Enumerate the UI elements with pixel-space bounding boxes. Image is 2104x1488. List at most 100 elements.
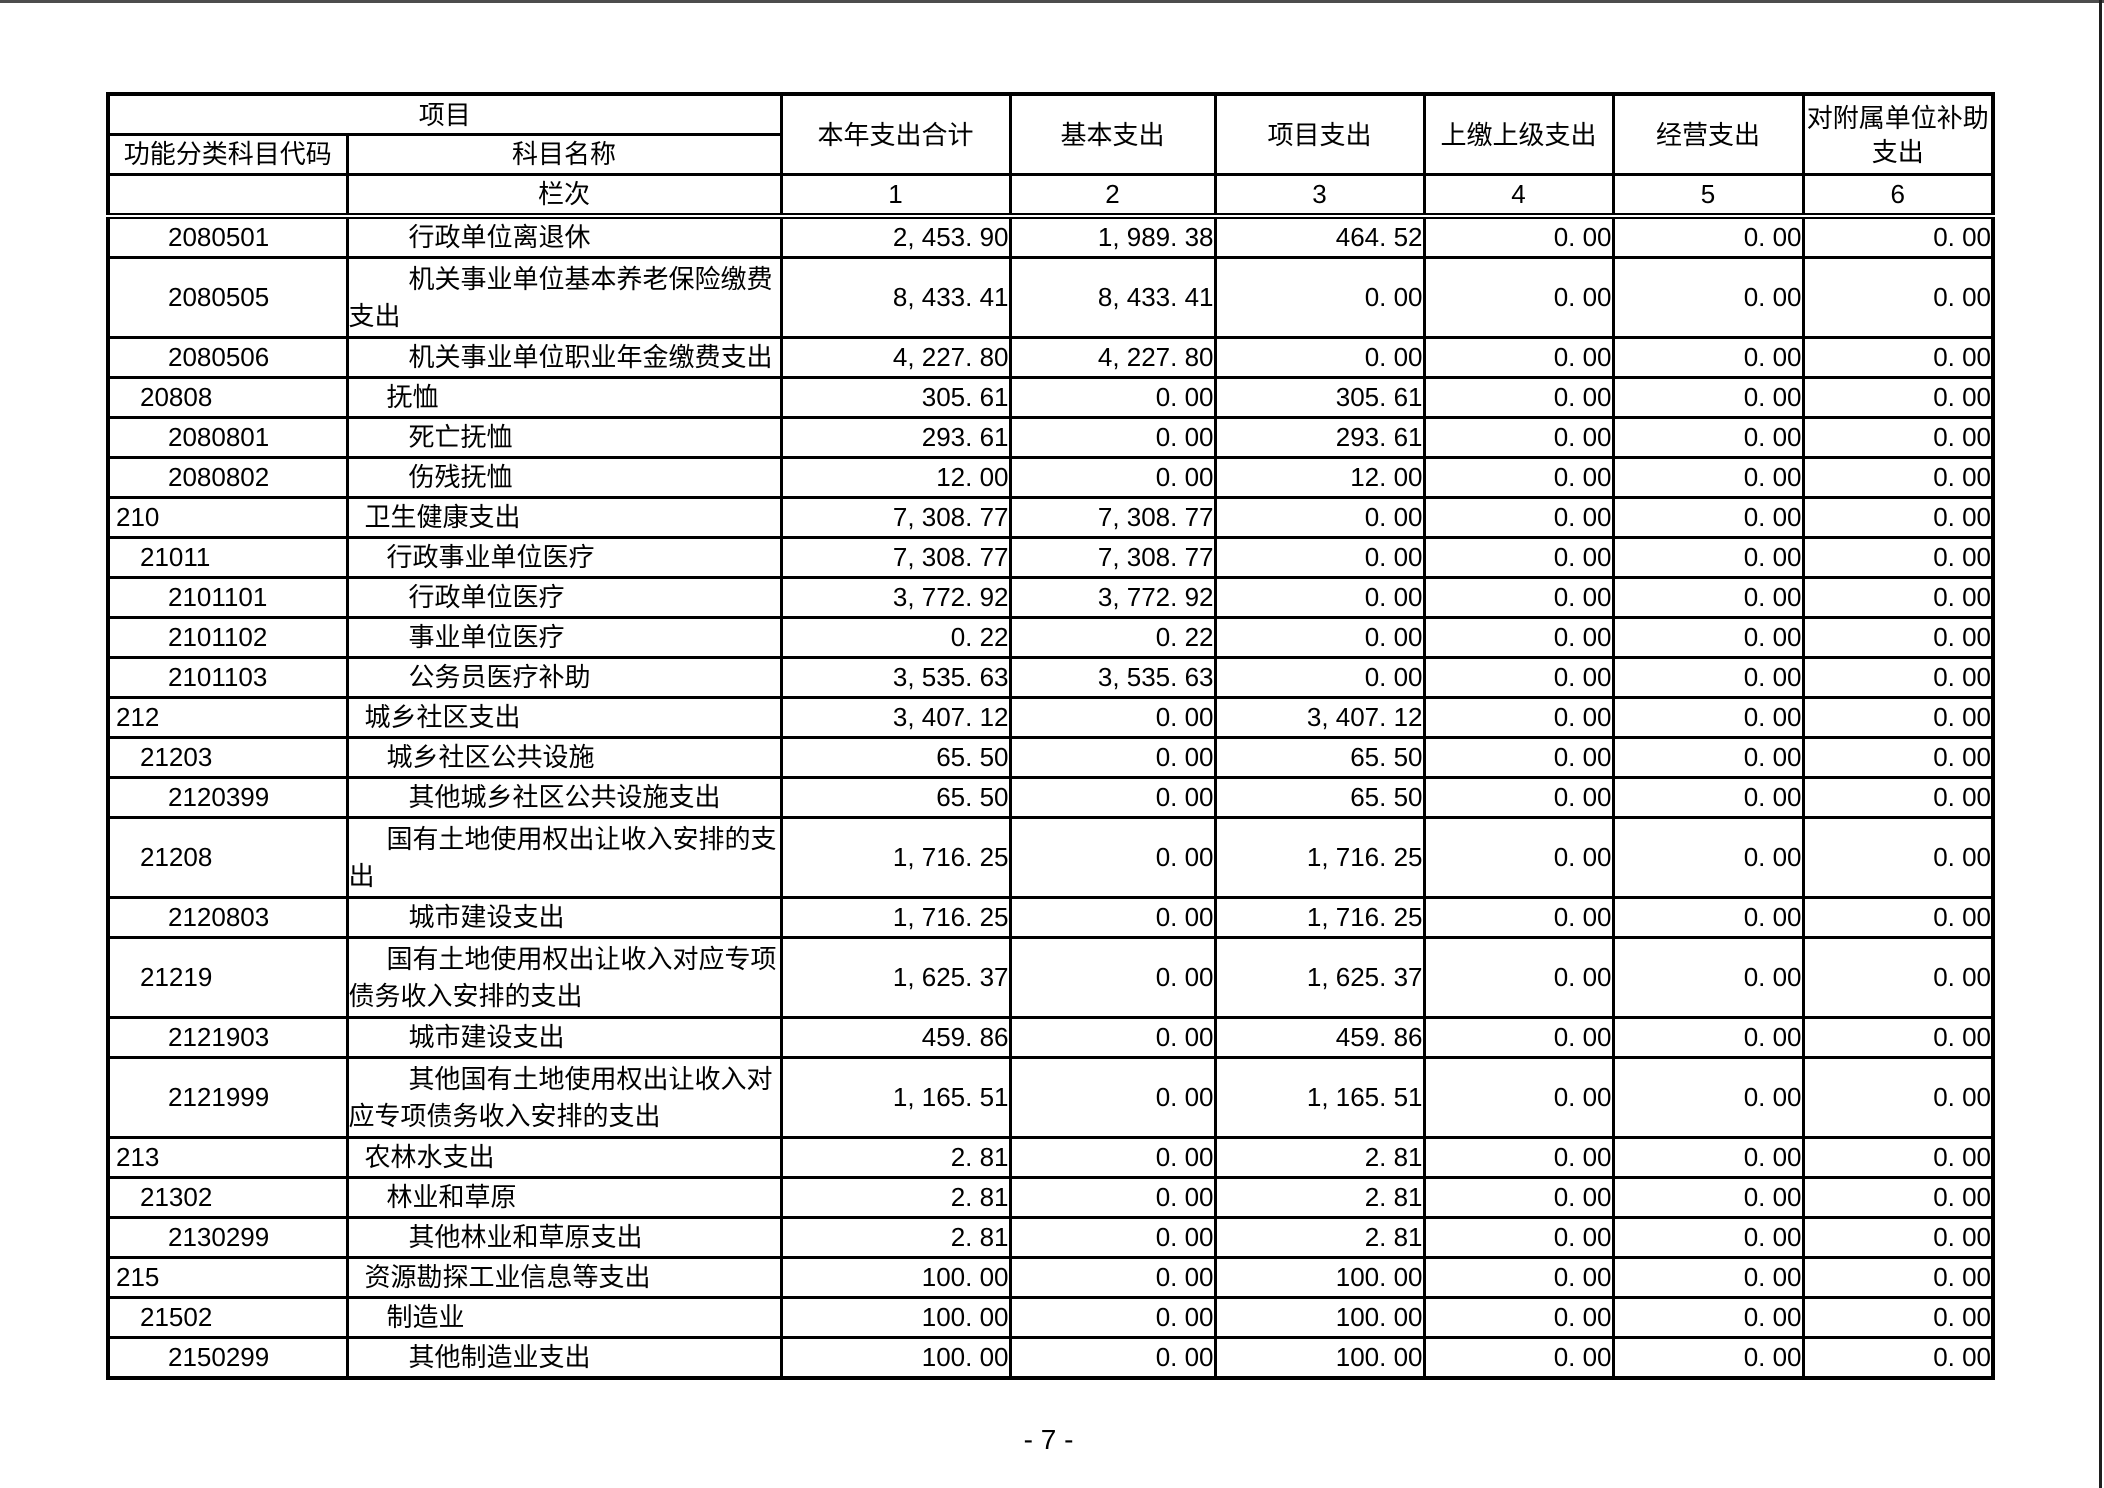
value-cell: 7, 308. 77	[779, 496, 1012, 539]
code-cell: 2101101	[106, 576, 349, 619]
table-row: 215 资源勘探工业信息等支出 100. 00 0. 00 100. 00 0. 00 0.…	[106, 1256, 1995, 1299]
value-cell: 2. 81	[779, 1136, 1012, 1179]
value-cell: 65. 50	[1213, 736, 1426, 779]
value-cell: 0. 00	[1801, 616, 1995, 659]
table-row: 2121903 城市建设支出 459. 86 0. 00 459. 86 0. 00 0. …	[106, 1016, 1995, 1059]
code-cell: 2120399	[106, 776, 349, 819]
value-cell: 0. 22	[1008, 616, 1217, 659]
table-row: 2080802 伤残抚恤 12. 00 0. 00 12. 00 0. 00 0. 00 0.…	[106, 456, 1995, 499]
name-cell: 行政单位医疗	[345, 576, 783, 619]
value-cell: 0. 00	[1008, 696, 1217, 739]
value-cell: 0. 00	[1611, 776, 1805, 819]
value-cell: 0. 00	[1801, 1056, 1995, 1139]
value-cell: 0. 00	[1611, 1336, 1805, 1380]
code-cell: 210	[106, 496, 349, 539]
table-row: 21302 林业和草原 2. 81 0. 00 2. 81 0. 00 0. 00 0. 00	[106, 1176, 1995, 1219]
value-cell: 1, 989. 38	[1008, 214, 1217, 259]
value-cell: 1, 625. 37	[779, 936, 1012, 1019]
table-row: 2121999 其他国有土地使用权出让收入对应专项债务收入安排的支出 1, 165.…	[106, 1056, 1995, 1139]
value-cell: 0. 00	[1801, 1016, 1995, 1059]
value-cell: 0. 00	[1611, 816, 1805, 899]
value-cell: 305. 61	[1213, 376, 1426, 419]
value-cell: 2. 81	[1213, 1176, 1426, 1219]
value-cell: 0. 00	[1801, 576, 1995, 619]
value-cell: 0. 00	[1008, 1216, 1217, 1259]
value-cell: 0. 00	[1008, 376, 1217, 419]
code-cell: 2150299	[106, 1336, 349, 1380]
value-cell: 0. 00	[1611, 336, 1805, 379]
value-cell: 0. 00	[1213, 616, 1426, 659]
value-cell: 100. 00	[1213, 1296, 1426, 1339]
value-cell: 0. 00	[1422, 256, 1615, 339]
value-cell: 0. 00	[1611, 376, 1805, 419]
value-cell: 12. 00	[1213, 456, 1426, 499]
value-cell: 0. 00	[1611, 1016, 1805, 1059]
table-row: 2101102 事业单位医疗 0. 22 0. 22 0. 00 0. 00 0. 00 0.…	[106, 616, 1995, 659]
value-cell: 0. 00	[1801, 936, 1995, 1019]
name-cell: 林业和草原	[345, 1176, 783, 1219]
value-cell: 0. 00	[1801, 1216, 1995, 1259]
value-cell: 0. 00	[1213, 576, 1426, 619]
code-cell: 21302	[106, 1176, 349, 1219]
value-cell: 1, 165. 51	[779, 1056, 1012, 1139]
value-cell: 0. 00	[1422, 776, 1615, 819]
value-cell: 0. 00	[1422, 816, 1615, 899]
name-cell: 城市建设支出	[345, 896, 783, 939]
value-cell: 0. 00	[1422, 416, 1615, 459]
column-index-cell: 2	[1008, 173, 1217, 219]
value-cell: 0. 00	[1801, 496, 1995, 539]
page-number: - 7 -	[1023, 1424, 1074, 1455]
column-header-basic-expense: 基本支出	[1008, 92, 1217, 176]
value-cell: 0. 00	[1008, 816, 1217, 899]
table-row: 21203 城乡社区公共设施 65. 50 0. 00 65. 50 0. 00 0. 00…	[106, 736, 1995, 779]
value-cell: 0. 00	[1801, 1296, 1995, 1339]
table-row: 21219 国有土地使用权出让收入对应专项债务收入安排的支出 1, 625. 37 0…	[106, 936, 1995, 1019]
value-cell: 0. 00	[1801, 1176, 1995, 1219]
value-cell: 0. 00	[1422, 376, 1615, 419]
value-cell: 0. 00	[1008, 1336, 1217, 1380]
table-row: 2120803 城市建设支出 1, 716. 25 0. 00 1, 716. 25 0.…	[106, 896, 1995, 939]
column-header-project-expense: 项目支出	[1213, 92, 1426, 176]
value-cell: 0. 00	[1422, 496, 1615, 539]
value-cell: 305. 61	[779, 376, 1012, 419]
name-cell: 卫生健康支出	[345, 496, 783, 539]
value-cell: 0. 00	[1611, 536, 1805, 579]
value-cell: 4, 227. 80	[779, 336, 1012, 379]
column-index-cell: 5	[1611, 173, 1805, 219]
value-cell: 2. 81	[1213, 1136, 1426, 1179]
header-row-lanci: 栏次 1 2 3 4 5 6	[106, 173, 1995, 219]
value-cell: 0. 00	[1422, 936, 1615, 1019]
value-cell: 0. 00	[1611, 416, 1805, 459]
value-cell: 2. 81	[1213, 1216, 1426, 1259]
table-row: 20808 抚恤 305. 61 0. 00 305. 61 0. 00 0. 00 0. 0…	[106, 376, 1995, 419]
code-cell: 21203	[106, 736, 349, 779]
value-cell: 0. 00	[1008, 1256, 1217, 1299]
table-row: 212 城乡社区支出 3, 407. 12 0. 00 3, 407. 12 0. 00 0…	[106, 696, 1995, 739]
value-cell: 0. 00	[1611, 1056, 1805, 1139]
value-cell: 0. 00	[1213, 536, 1426, 579]
code-cell: 21208	[106, 816, 349, 899]
header-lanci: 栏次	[345, 173, 783, 219]
value-cell: 0. 00	[1008, 1176, 1217, 1219]
name-cell: 资源勘探工业信息等支出	[345, 1256, 783, 1299]
value-cell: 0. 00	[1422, 1016, 1615, 1059]
table-row: 2080801 死亡抚恤 293. 61 0. 00 293. 61 0. 00 0. 00…	[106, 416, 1995, 459]
value-cell: 0. 00	[1213, 256, 1426, 339]
column-header-operating: 经营支出	[1611, 92, 1805, 176]
value-cell: 0. 00	[1801, 214, 1995, 259]
value-cell: 0. 00	[1008, 1136, 1217, 1179]
value-cell: 0. 00	[1611, 256, 1805, 339]
value-cell: 7, 308. 77	[1008, 536, 1217, 579]
name-cell: 死亡抚恤	[345, 416, 783, 459]
value-cell: 0. 00	[1008, 1016, 1217, 1059]
value-cell: 0. 00	[1801, 1136, 1995, 1179]
name-cell: 国有土地使用权出让收入安排的支出	[345, 816, 783, 899]
value-cell: 3, 407. 12	[1213, 696, 1426, 739]
value-cell: 0. 00	[1422, 1176, 1615, 1219]
value-cell: 0. 00	[1611, 1136, 1805, 1179]
value-cell: 3, 772. 92	[779, 576, 1012, 619]
value-cell: 0. 00	[1611, 1216, 1805, 1259]
name-cell: 其他城乡社区公共设施支出	[345, 776, 783, 819]
header-code: 功能分类科目代码	[106, 133, 349, 176]
